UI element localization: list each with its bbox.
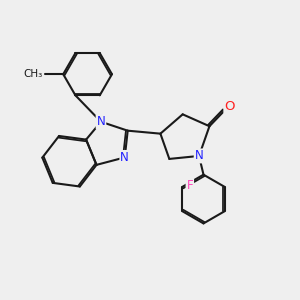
Text: O: O [224, 100, 235, 113]
Text: F: F [187, 179, 193, 192]
Text: CH₃: CH₃ [23, 69, 42, 79]
Text: N: N [120, 151, 129, 164]
Text: N: N [195, 149, 203, 162]
Text: N: N [97, 115, 105, 128]
